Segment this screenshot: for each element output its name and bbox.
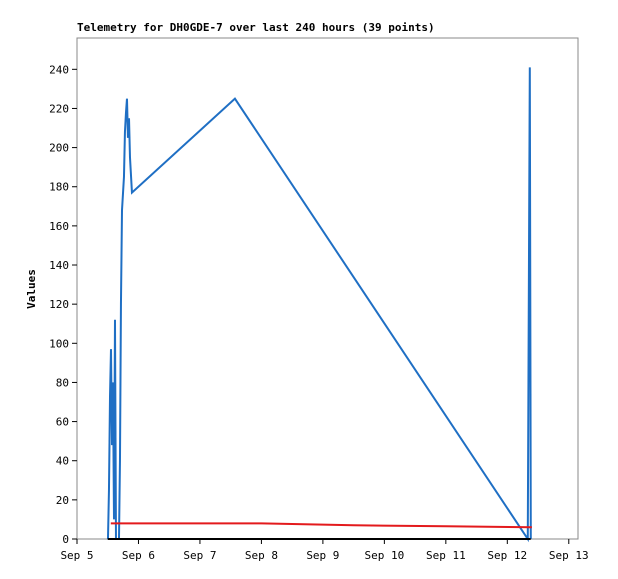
- y-tick-label: 180: [49, 181, 69, 194]
- y-tick-label: 120: [49, 298, 69, 311]
- x-tick-label: Sep 12: [487, 549, 527, 562]
- x-tick-label: Sep 8: [245, 549, 278, 562]
- x-tick-label: Sep 9: [306, 549, 339, 562]
- y-tick-label: 220: [49, 102, 69, 115]
- y-tick-label: 80: [56, 376, 69, 389]
- y-tick-label: 20: [56, 494, 69, 507]
- y-axis-label: Values: [25, 269, 38, 309]
- y-tick-label: 40: [56, 455, 69, 468]
- y-tick-label: 200: [49, 142, 69, 155]
- x-tick-label: Sep 6: [122, 549, 155, 562]
- y-tick-label: 60: [56, 416, 69, 429]
- y-tick-label: 240: [49, 63, 69, 76]
- chart-title: Telemetry for DH0GDE-7 over last 240 hou…: [77, 21, 435, 34]
- x-tick-label: Sep 13: [549, 549, 589, 562]
- x-tick-label: Sep 11: [426, 549, 466, 562]
- y-tick-label: 0: [62, 533, 69, 546]
- y-tick-label: 140: [49, 259, 69, 272]
- series-line: [110, 522, 532, 529]
- y-tick-label: 100: [49, 337, 69, 350]
- x-tick-label: Sep 7: [183, 549, 216, 562]
- y-tick-label: 160: [49, 220, 69, 233]
- x-tick-label: Sep 10: [364, 549, 404, 562]
- x-tick-label: Sep 5: [60, 549, 93, 562]
- series-line: [106, 67, 532, 543]
